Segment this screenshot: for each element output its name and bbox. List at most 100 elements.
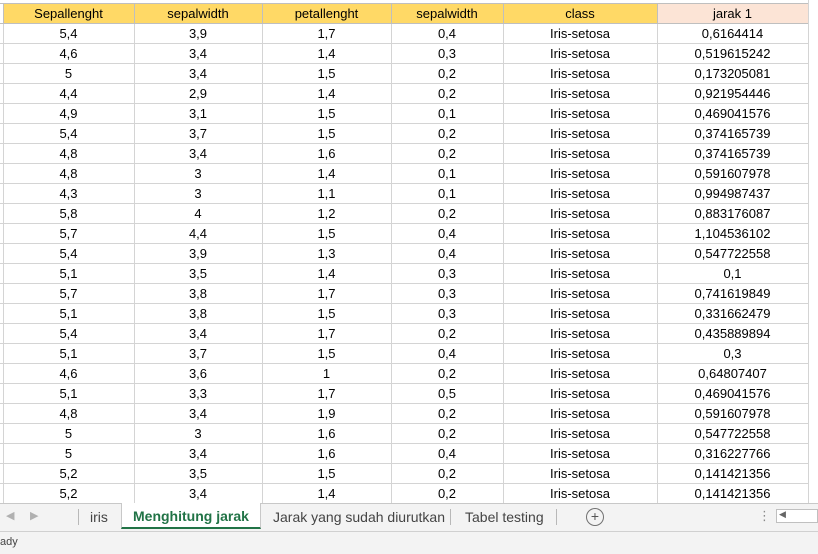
grid-cell[interactable]: 0,2: [390, 123, 504, 144]
grid-cell[interactable]: 4,3: [2, 183, 135, 204]
grid-cell[interactable]: 3,3: [133, 383, 263, 404]
grid-cell[interactable]: 0,2: [390, 63, 504, 84]
grid-cell[interactable]: Iris-setosa: [502, 483, 658, 503]
grid-cell[interactable]: 1,5: [261, 343, 392, 364]
grid-cell[interactable]: Iris-setosa: [502, 343, 658, 364]
grid-cell[interactable]: 0,374165739: [656, 143, 809, 164]
grid-cell[interactable]: 0,64807407: [656, 363, 809, 384]
grid-cell[interactable]: 1,4: [261, 483, 392, 503]
grid-cell[interactable]: 1,5: [261, 103, 392, 124]
header-cell-jarak-1[interactable]: jarak 1: [656, 3, 809, 24]
grid-cell[interactable]: Iris-setosa: [502, 283, 658, 304]
grid-cell[interactable]: 4,9: [2, 103, 135, 124]
tab-menghitung-jarak[interactable]: Menghitung jarak: [121, 503, 261, 529]
grid-cell[interactable]: 4,8: [2, 163, 135, 184]
grid-cell[interactable]: 4,8: [2, 403, 135, 424]
grid-cell[interactable]: 0,173205081: [656, 63, 809, 84]
grid-cell[interactable]: 4,4: [133, 223, 263, 244]
grid-cell[interactable]: 0,547722558: [656, 423, 809, 444]
grid-cell[interactable]: 0,4: [390, 443, 504, 464]
grid-cell[interactable]: 3,7: [133, 123, 263, 144]
grid-cell[interactable]: 0,1: [390, 183, 504, 204]
grid-cell[interactable]: 1,2: [261, 203, 392, 224]
header-cell-class[interactable]: class: [502, 3, 658, 24]
grid-cell[interactable]: 3,7: [133, 343, 263, 364]
grid-cell[interactable]: 1,5: [261, 63, 392, 84]
grid-cell[interactable]: Iris-setosa: [502, 363, 658, 384]
grid-cell[interactable]: 1,3: [261, 243, 392, 264]
next-column-edge[interactable]: [808, 0, 818, 503]
grid-cell[interactable]: 2,9: [133, 83, 263, 104]
grid-cell[interactable]: 1,7: [261, 383, 392, 404]
grid-cell[interactable]: 4,8: [2, 143, 135, 164]
grid-cell[interactable]: 1,104536102: [656, 223, 809, 244]
scroll-left-icon[interactable]: ◀: [779, 509, 786, 519]
grid-cell[interactable]: 0,141421356: [656, 483, 809, 503]
grid-cell[interactable]: 5,4: [2, 243, 135, 264]
grid-cell[interactable]: Iris-setosa: [502, 263, 658, 284]
grid-cell[interactable]: 0,2: [390, 143, 504, 164]
grid-cell[interactable]: Iris-setosa: [502, 203, 658, 224]
tab-jarak-yang-sudah-diurutkan[interactable]: Jarak yang sudah diurutkan: [273, 509, 445, 525]
grid-cell[interactable]: 0,4: [390, 343, 504, 364]
grid-cell[interactable]: 0,5: [390, 383, 504, 404]
grid-cell[interactable]: 3,8: [133, 303, 263, 324]
grid-cell[interactable]: 0,2: [390, 403, 504, 424]
grid-cell[interactable]: 3,5: [133, 263, 263, 284]
grid-cell[interactable]: 1,4: [261, 263, 392, 284]
grid-cell[interactable]: 0,547722558: [656, 243, 809, 264]
grid-cell[interactable]: 1,4: [261, 163, 392, 184]
grid-cell[interactable]: 5: [2, 423, 135, 444]
grid-cell[interactable]: 3,5: [133, 463, 263, 484]
grid-cell[interactable]: 0,2: [390, 423, 504, 444]
grid-cell[interactable]: Iris-setosa: [502, 183, 658, 204]
grid-cell[interactable]: 0,2: [390, 203, 504, 224]
header-cell-sepalwidth[interactable]: sepalwidth: [133, 3, 263, 24]
previous-sheet-icon[interactable]: ◀: [6, 510, 15, 522]
grid-cell[interactable]: 4,4: [2, 83, 135, 104]
grid-cell[interactable]: 0,2: [390, 463, 504, 484]
grid-cell[interactable]: Iris-setosa: [502, 243, 658, 264]
grid-cell[interactable]: 0,435889894: [656, 323, 809, 344]
grid-cell[interactable]: 5,2: [2, 463, 135, 484]
grid-cell[interactable]: 5,7: [2, 223, 135, 244]
grid-cell[interactable]: Iris-setosa: [502, 43, 658, 64]
grid-cell[interactable]: 0,591607978: [656, 163, 809, 184]
grid-cell[interactable]: Iris-setosa: [502, 23, 658, 44]
grid-cell[interactable]: 1,5: [261, 223, 392, 244]
grid-cell[interactable]: 3,8: [133, 283, 263, 304]
grid-cell[interactable]: Iris-setosa: [502, 403, 658, 424]
grid-cell[interactable]: 3: [133, 183, 263, 204]
grid-cell[interactable]: 1,6: [261, 423, 392, 444]
grid-cell[interactable]: 5,1: [2, 263, 135, 284]
grid-cell[interactable]: 3: [133, 423, 263, 444]
header-cell-sepallenght[interactable]: Sepallenght: [2, 3, 135, 24]
grid-cell[interactable]: 3,9: [133, 243, 263, 264]
grid-cell[interactable]: 0,591607978: [656, 403, 809, 424]
grid-cell[interactable]: 5,4: [2, 323, 135, 344]
grid-cell[interactable]: Iris-setosa: [502, 143, 658, 164]
grid-cell[interactable]: 1,5: [261, 123, 392, 144]
grid-cell[interactable]: 0,4: [390, 243, 504, 264]
grid-cell[interactable]: 3,4: [133, 143, 263, 164]
grid-cell[interactable]: 5: [2, 63, 135, 84]
grid-cell[interactable]: 1,7: [261, 283, 392, 304]
grid-cell[interactable]: 5,1: [2, 303, 135, 324]
header-cell-sepalwidth-2[interactable]: sepalwidth: [390, 3, 504, 24]
tab-tabel-testing[interactable]: Tabel testing: [465, 509, 544, 525]
grid-cell[interactable]: 1,1: [261, 183, 392, 204]
grid-cell[interactable]: Iris-setosa: [502, 443, 658, 464]
grid-cell[interactable]: 1,7: [261, 23, 392, 44]
spreadsheet-grid[interactable]: Sepallenght sepalwidth petallenght sepal…: [0, 0, 818, 503]
grid-cell[interactable]: 5,1: [2, 343, 135, 364]
grid-cell[interactable]: 0,741619849: [656, 283, 809, 304]
grid-cell[interactable]: 3,1: [133, 103, 263, 124]
grid-cell[interactable]: Iris-setosa: [502, 123, 658, 144]
grid-cell[interactable]: 1,5: [261, 463, 392, 484]
grid-cell[interactable]: 3,4: [133, 43, 263, 64]
grid-cell[interactable]: 0,316227766: [656, 443, 809, 464]
grid-cell[interactable]: 5,7: [2, 283, 135, 304]
grid-cell[interactable]: 0,2: [390, 363, 504, 384]
horizontal-scrollbar[interactable]: ◀: [776, 509, 818, 523]
grid-cell[interactable]: 0,3: [390, 283, 504, 304]
